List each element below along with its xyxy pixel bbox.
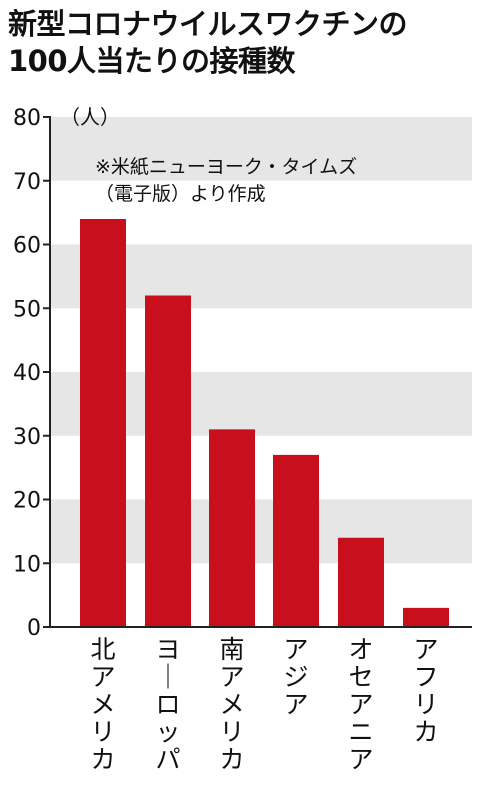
source-note-line-2: （電子版）より作成 (95, 183, 266, 205)
y-tick-label: 20 (13, 489, 41, 514)
y-tick-label: 10 (13, 552, 41, 577)
source-note-line-1: ※米紙ニューヨーク・タイムズ (95, 156, 357, 178)
category-label-6: アフリカ (413, 635, 438, 747)
chart-title-line-1: 新型コロナウイルスワクチンの (8, 7, 408, 41)
y-tick-label: 30 (13, 425, 41, 450)
category-label-4: アジア (283, 635, 308, 719)
bar-6 (403, 607, 449, 627)
category-label-3: 南アメリカ (219, 635, 244, 774)
bar-1 (80, 219, 126, 627)
chart-title: 新型コロナウイルスワクチンの 100人当たりの接種数 (8, 6, 478, 80)
y-tick-label: 60 (13, 234, 41, 259)
category-label-1: 北アメリカ (90, 635, 115, 774)
bar-2 (145, 295, 191, 627)
y-tick-labels: 0 10 20 30 40 50 60 70 80 (13, 106, 41, 641)
band-70-80 (50, 117, 472, 181)
y-tick-label: 70 (13, 170, 41, 195)
y-tick-label: 80 (13, 106, 41, 131)
bars (80, 219, 449, 627)
chart-title-line-2: 100人当たりの接種数 (8, 44, 296, 78)
category-labels: 北アメリカ ヨ｜ロッパ 南アメリカ アジア オセアニア アフリカ (90, 635, 438, 774)
bar-5 (338, 537, 384, 627)
category-label-2: ヨ｜ロッパ (155, 635, 180, 774)
bar-4 (273, 454, 319, 627)
y-axis (43, 116, 472, 628)
bar-3 (209, 429, 255, 627)
y-tick-label: 40 (13, 361, 41, 386)
y-tick-label: 50 (13, 297, 41, 322)
category-label-5: オセアニア (348, 635, 373, 774)
y-tick-label: 0 (27, 616, 41, 641)
y-unit-label: （人） (60, 105, 120, 129)
